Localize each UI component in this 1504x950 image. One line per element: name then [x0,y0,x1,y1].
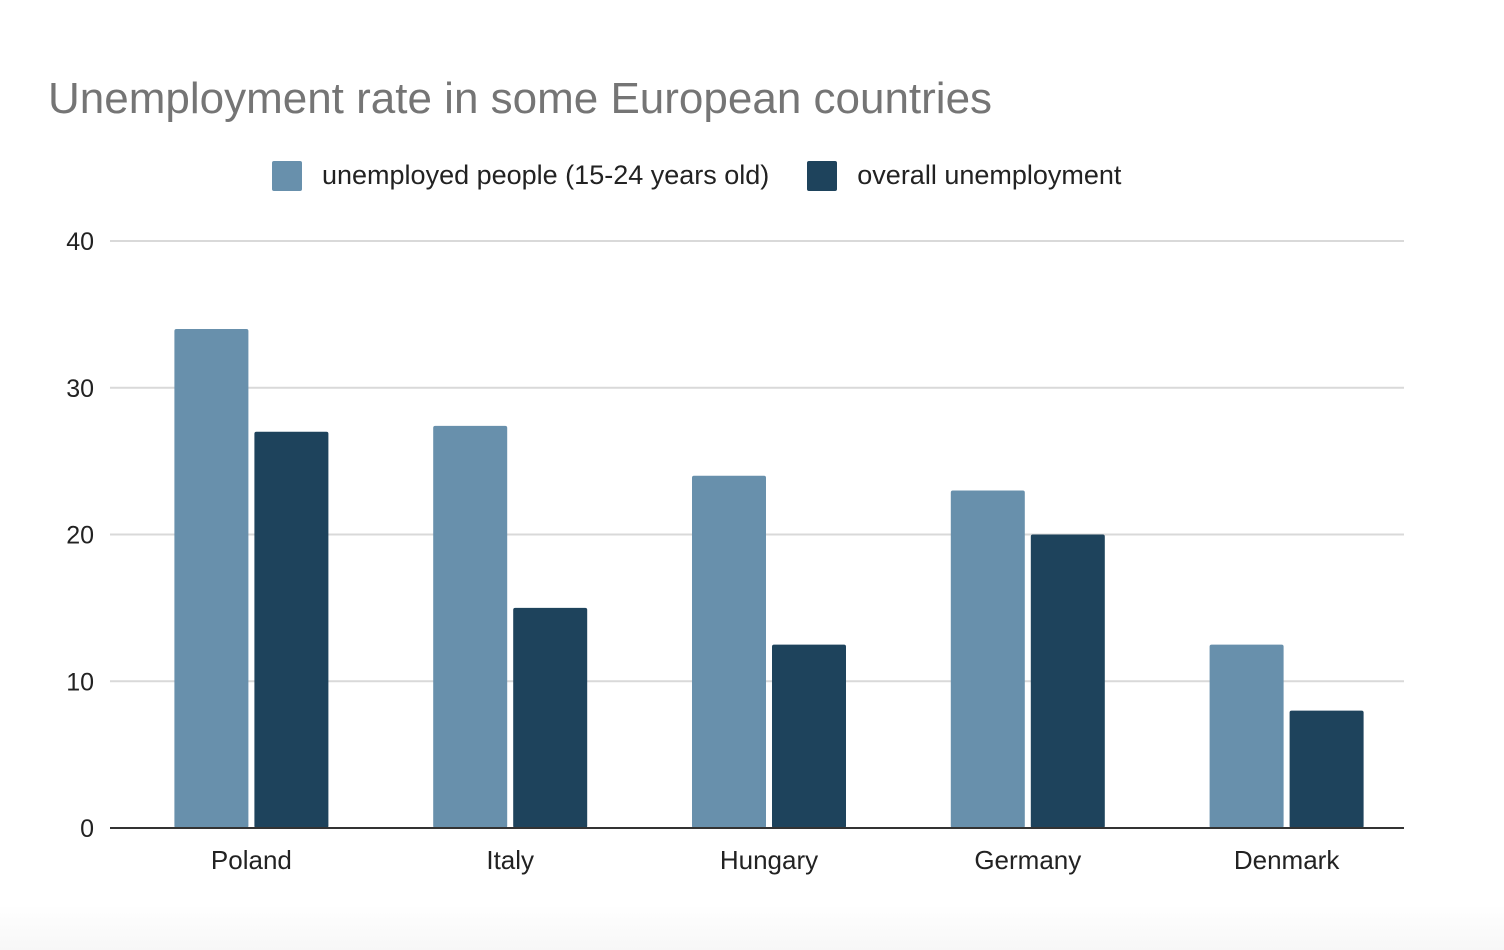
x-tick-label-italy: Italy [486,845,534,875]
y-tick-label-30: 30 [66,375,94,403]
legend: unemployed people (15-24 years old) over… [272,160,1121,191]
bar-hungary-series-1 [772,644,846,828]
legend-item-youth[interactable]: unemployed people (15-24 years old) [272,160,769,191]
bar-germany-series-0 [950,490,1025,828]
chart-title: Unemployment rate in some European count… [48,74,993,123]
y-tick-label-10: 10 [66,668,94,696]
bar-germany-series-1 [1030,534,1105,828]
y-tick-label-0: 0 [80,815,94,843]
x-tick-label-hungary: Hungary [720,845,818,875]
y-tick-label-40: 40 [66,228,94,256]
bar-poland-series-0 [174,329,249,828]
legend-swatch-overall [807,160,838,191]
x-tick-label-poland: Poland [211,845,292,875]
bar-hungary-series-0 [692,475,766,828]
bar-poland-series-1 [254,431,329,828]
legend-item-overall[interactable]: overall unemployment [807,160,1121,191]
legend-label-overall: overall unemployment [857,160,1122,190]
bar-denmark-series-0 [1209,644,1284,828]
legend-swatch-youth [272,160,302,191]
bar-italy-series-1 [513,607,588,828]
bottom-strip [0,905,1504,950]
x-tick-label-denmark: Denmark [1234,845,1340,875]
legend-label-youth: unemployed people (15-24 years old) [322,160,770,190]
x-tick-label-germany: Germany [974,845,1081,875]
y-tick-label-20: 20 [66,522,94,550]
bar-italy-series-0 [433,425,508,828]
bar-denmark-series-1 [1289,710,1364,828]
